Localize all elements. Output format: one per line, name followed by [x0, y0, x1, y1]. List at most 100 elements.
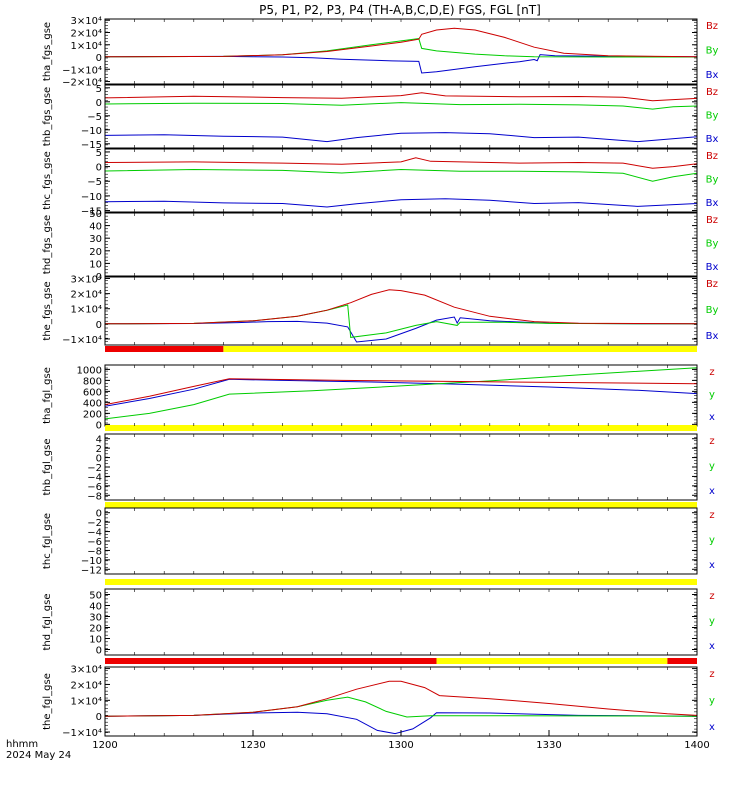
- flag-bar-segment: [105, 658, 437, 664]
- y-tick-label: 0: [96, 646, 102, 657]
- y-tick-label: 1×10⁴: [71, 305, 102, 316]
- y-tick-label: 0: [96, 454, 102, 465]
- legend-entry: y: [709, 696, 715, 707]
- y-axis-label: thd_fgs_gse: [42, 215, 53, 274]
- y-axis-label: thc_fgl_gse: [42, 513, 53, 569]
- series-line-bx: [105, 54, 697, 74]
- y-tick-label: −4: [87, 472, 102, 483]
- panel-frame: [104, 276, 698, 346]
- y-tick-label: 0: [96, 98, 102, 109]
- legend-entry: y: [709, 616, 715, 627]
- panel-frame: [104, 364, 698, 427]
- series-line-y: [105, 696, 697, 718]
- legend-entry: Bx: [706, 262, 719, 273]
- legend-entry: By: [706, 175, 719, 186]
- legend-entry: Bz: [706, 279, 718, 290]
- y-tick-label: 40: [89, 222, 102, 233]
- legend-entry: z: [709, 367, 714, 378]
- y-tick-label: 0: [96, 712, 102, 723]
- y-tick-label: 2×10⁴: [71, 290, 102, 301]
- y-tick-label: 0: [96, 163, 102, 174]
- legend-entry: x: [709, 412, 715, 423]
- flag-bar-segment: [105, 346, 224, 352]
- x-tick-label: 1200: [92, 740, 117, 751]
- flag-bar-segment: [223, 346, 697, 352]
- series-line-by: [105, 38, 697, 58]
- panel-frame: [104, 433, 698, 501]
- series-line-y: [105, 367, 697, 420]
- legend-entry: x: [709, 486, 715, 497]
- y-tick-label: 1×10⁴: [71, 41, 102, 52]
- y-tick-label: 3×10⁴: [71, 665, 102, 676]
- x-tick-label: 1400: [684, 740, 709, 751]
- legend-entry: Bx: [706, 70, 719, 81]
- panel-10: 3×10⁴ 2×10⁴ 1×10⁴ 0 −1×10⁴ the_fgl_gse z y x: [42, 658, 715, 739]
- x-axis: 1200 1230 1300 1330 1400: [92, 19, 710, 751]
- y-tick-label: −10: [81, 556, 102, 567]
- y-tick-label: 1000: [77, 365, 102, 376]
- y-axis-label: thb_fgl_gse: [42, 439, 53, 496]
- y-axis-label: thc_fgs_gse: [42, 151, 53, 210]
- legend-entry: Bz: [706, 151, 718, 162]
- panel-frame: [104, 507, 698, 575]
- x-tick-label: 1300: [388, 740, 413, 751]
- panel-7: 420−2−4−6−8 thb_fgl_gse z y x: [42, 425, 715, 502]
- legend-entry: Bx: [706, 331, 719, 342]
- legend-entry: y: [709, 535, 715, 546]
- legend-entry: y: [709, 461, 715, 472]
- series-line-bz: [105, 27, 697, 58]
- y-tick-label: 0: [96, 320, 102, 331]
- series-line-bz: [105, 92, 697, 102]
- series-line-z: [105, 378, 697, 406]
- flag-bar-segment: [105, 425, 697, 431]
- y-tick-label: 0: [96, 272, 102, 283]
- legend-entry: z: [709, 591, 714, 602]
- y-tick-label: 50: [89, 209, 102, 220]
- legend-entry: y: [709, 390, 715, 401]
- series-line-bx: [105, 316, 697, 343]
- y-tick-label: −1×10⁴: [62, 335, 102, 346]
- y-tick-label: −2: [87, 463, 102, 474]
- y-tick-label: −8: [87, 546, 102, 557]
- y-tick-label: 0: [96, 509, 102, 520]
- y-tick-label: 30: [89, 613, 102, 624]
- y-tick-label: 10: [89, 259, 102, 270]
- y-tick-label: −6: [87, 482, 102, 493]
- y-tick-label: 400: [83, 398, 102, 409]
- y-tick-label: 2: [96, 444, 102, 455]
- y-tick-label: 40: [89, 602, 102, 613]
- footer-label-hhmm: hhmm: [6, 739, 38, 750]
- y-tick-label: −1×10⁴: [62, 728, 102, 739]
- x-tick-label: 1330: [536, 740, 561, 751]
- y-tick-label: 0: [96, 53, 102, 64]
- series-line-x: [105, 378, 697, 407]
- panel-frame: [104, 588, 698, 656]
- y-tick-label: −12: [81, 565, 102, 576]
- flag-bar-segment: [436, 658, 668, 664]
- y-axis-label: thd_fgl_gse: [42, 594, 53, 651]
- legend-entry: x: [709, 722, 715, 733]
- series-line-bz: [105, 289, 697, 325]
- y-tick-label: 20: [89, 624, 102, 635]
- series-line-by: [105, 304, 697, 338]
- flag-bar-segment: [667, 658, 697, 664]
- legend-entry: Bz: [706, 215, 718, 226]
- legend-entry: z: [709, 669, 714, 680]
- y-tick-label: −8: [87, 491, 102, 502]
- y-tick-label: −5: [87, 112, 102, 123]
- y-axis-label: the_fgl_gse: [42, 673, 53, 730]
- y-tick-label: −15: [81, 140, 102, 151]
- y-tick-label: 0: [96, 420, 102, 431]
- legend-entry: By: [706, 239, 719, 250]
- y-tick-label: 10: [89, 635, 102, 646]
- y-tick-label: −2×10⁴: [62, 78, 102, 89]
- panel-2: 5 0 −5 −10 −15 thb_fgs_gse Bz By Bx: [42, 84, 718, 151]
- y-tick-label: 200: [83, 409, 102, 420]
- y-tick-label: 800: [83, 376, 102, 387]
- flag-bar-segment: [105, 579, 697, 585]
- legend-entry: Bz: [706, 87, 718, 98]
